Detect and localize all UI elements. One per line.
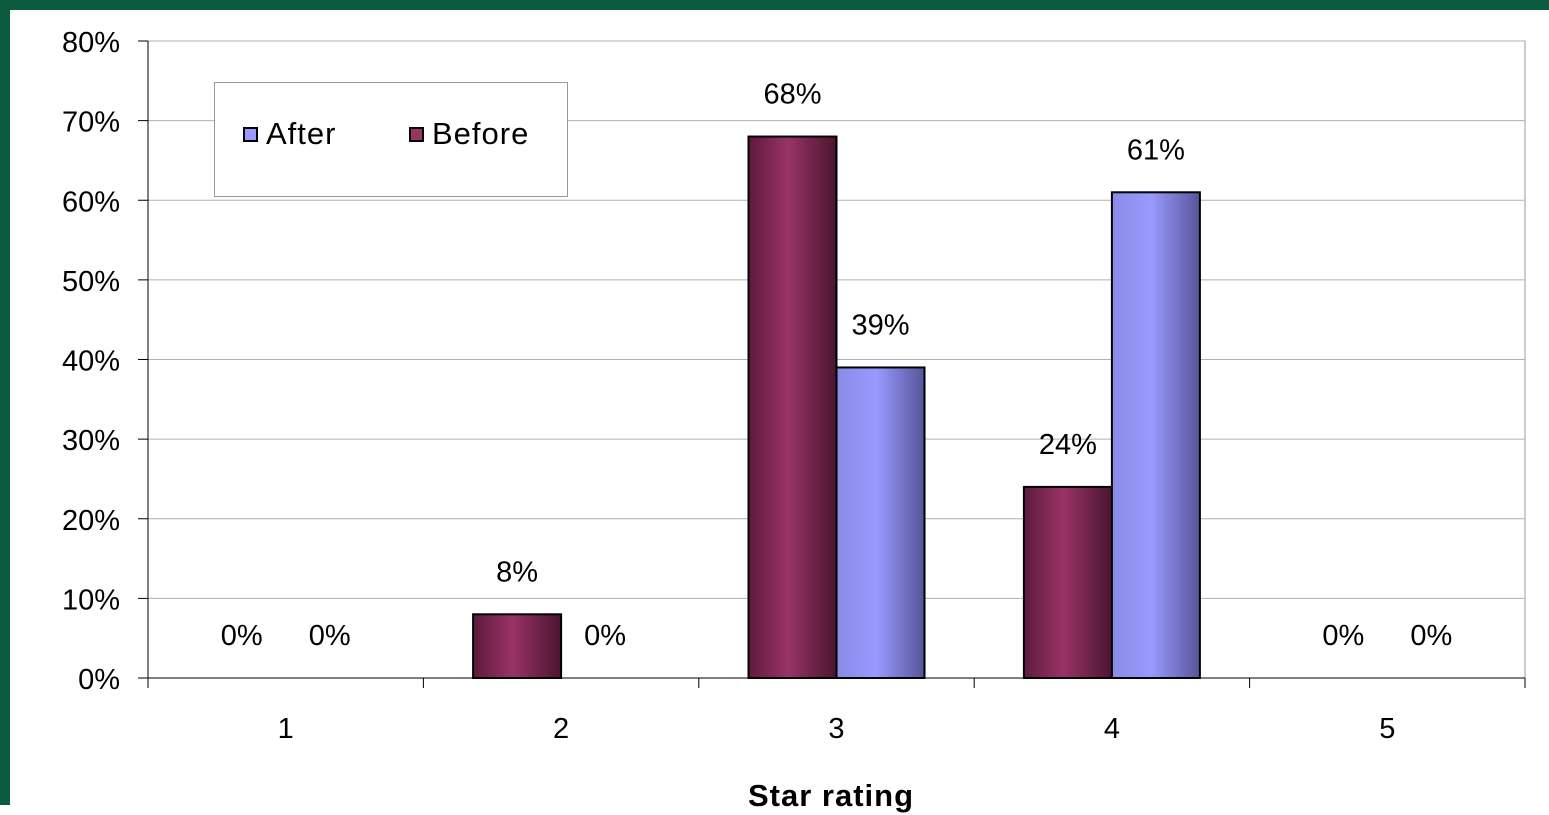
data-label-before-3: 68%: [763, 79, 821, 111]
y-tick-label: 60%: [62, 186, 120, 218]
y-tick-label: 80%: [62, 27, 120, 59]
y-tick-label: 70%: [62, 107, 120, 139]
y-tick-label: 50%: [62, 266, 120, 298]
data-label-before-2: 8%: [496, 556, 538, 588]
legend-item-after: After: [243, 116, 337, 151]
bar-after-3: [835, 366, 926, 679]
bar-after-4: [1110, 191, 1201, 679]
x-axis-title: Star rating: [748, 778, 915, 813]
frame-top-border: [0, 0, 1549, 10]
bar-before-3: [747, 135, 838, 680]
x-tick-label: 2: [553, 713, 569, 745]
y-tick-label: 20%: [62, 505, 120, 537]
y-tick-label: 0%: [78, 664, 120, 696]
x-tick-label: 1: [278, 713, 294, 745]
legend-item-before: Before: [409, 116, 530, 151]
data-label-before-4: 24%: [1039, 429, 1097, 461]
data-label-after-1: 0%: [309, 620, 351, 652]
x-tick-label: 3: [828, 713, 844, 745]
legend-label-after: After: [266, 116, 337, 151]
x-tick-label: 5: [1379, 713, 1395, 745]
y-tick-label: 10%: [62, 584, 120, 616]
x-tick-label: 4: [1104, 713, 1120, 745]
chart-legend: After Before: [214, 82, 568, 197]
data-label-after-4: 61%: [1127, 134, 1185, 166]
data-label-after-5: 0%: [1410, 620, 1452, 652]
y-tick-label: 40%: [62, 346, 120, 378]
legend-swatch-after: [243, 126, 258, 142]
bar-before-4: [1022, 485, 1113, 679]
legend-swatch-before: [409, 126, 424, 142]
data-label-before-5: 0%: [1322, 620, 1364, 652]
data-label-after-3: 39%: [851, 309, 909, 341]
y-tick-label: 30%: [62, 425, 120, 457]
legend-label-before: Before: [432, 116, 530, 151]
data-label-after-2: 0%: [584, 620, 626, 652]
frame-left-border: [0, 0, 10, 805]
bar-before-2: [472, 613, 563, 679]
data-label-before-1: 0%: [221, 620, 263, 652]
